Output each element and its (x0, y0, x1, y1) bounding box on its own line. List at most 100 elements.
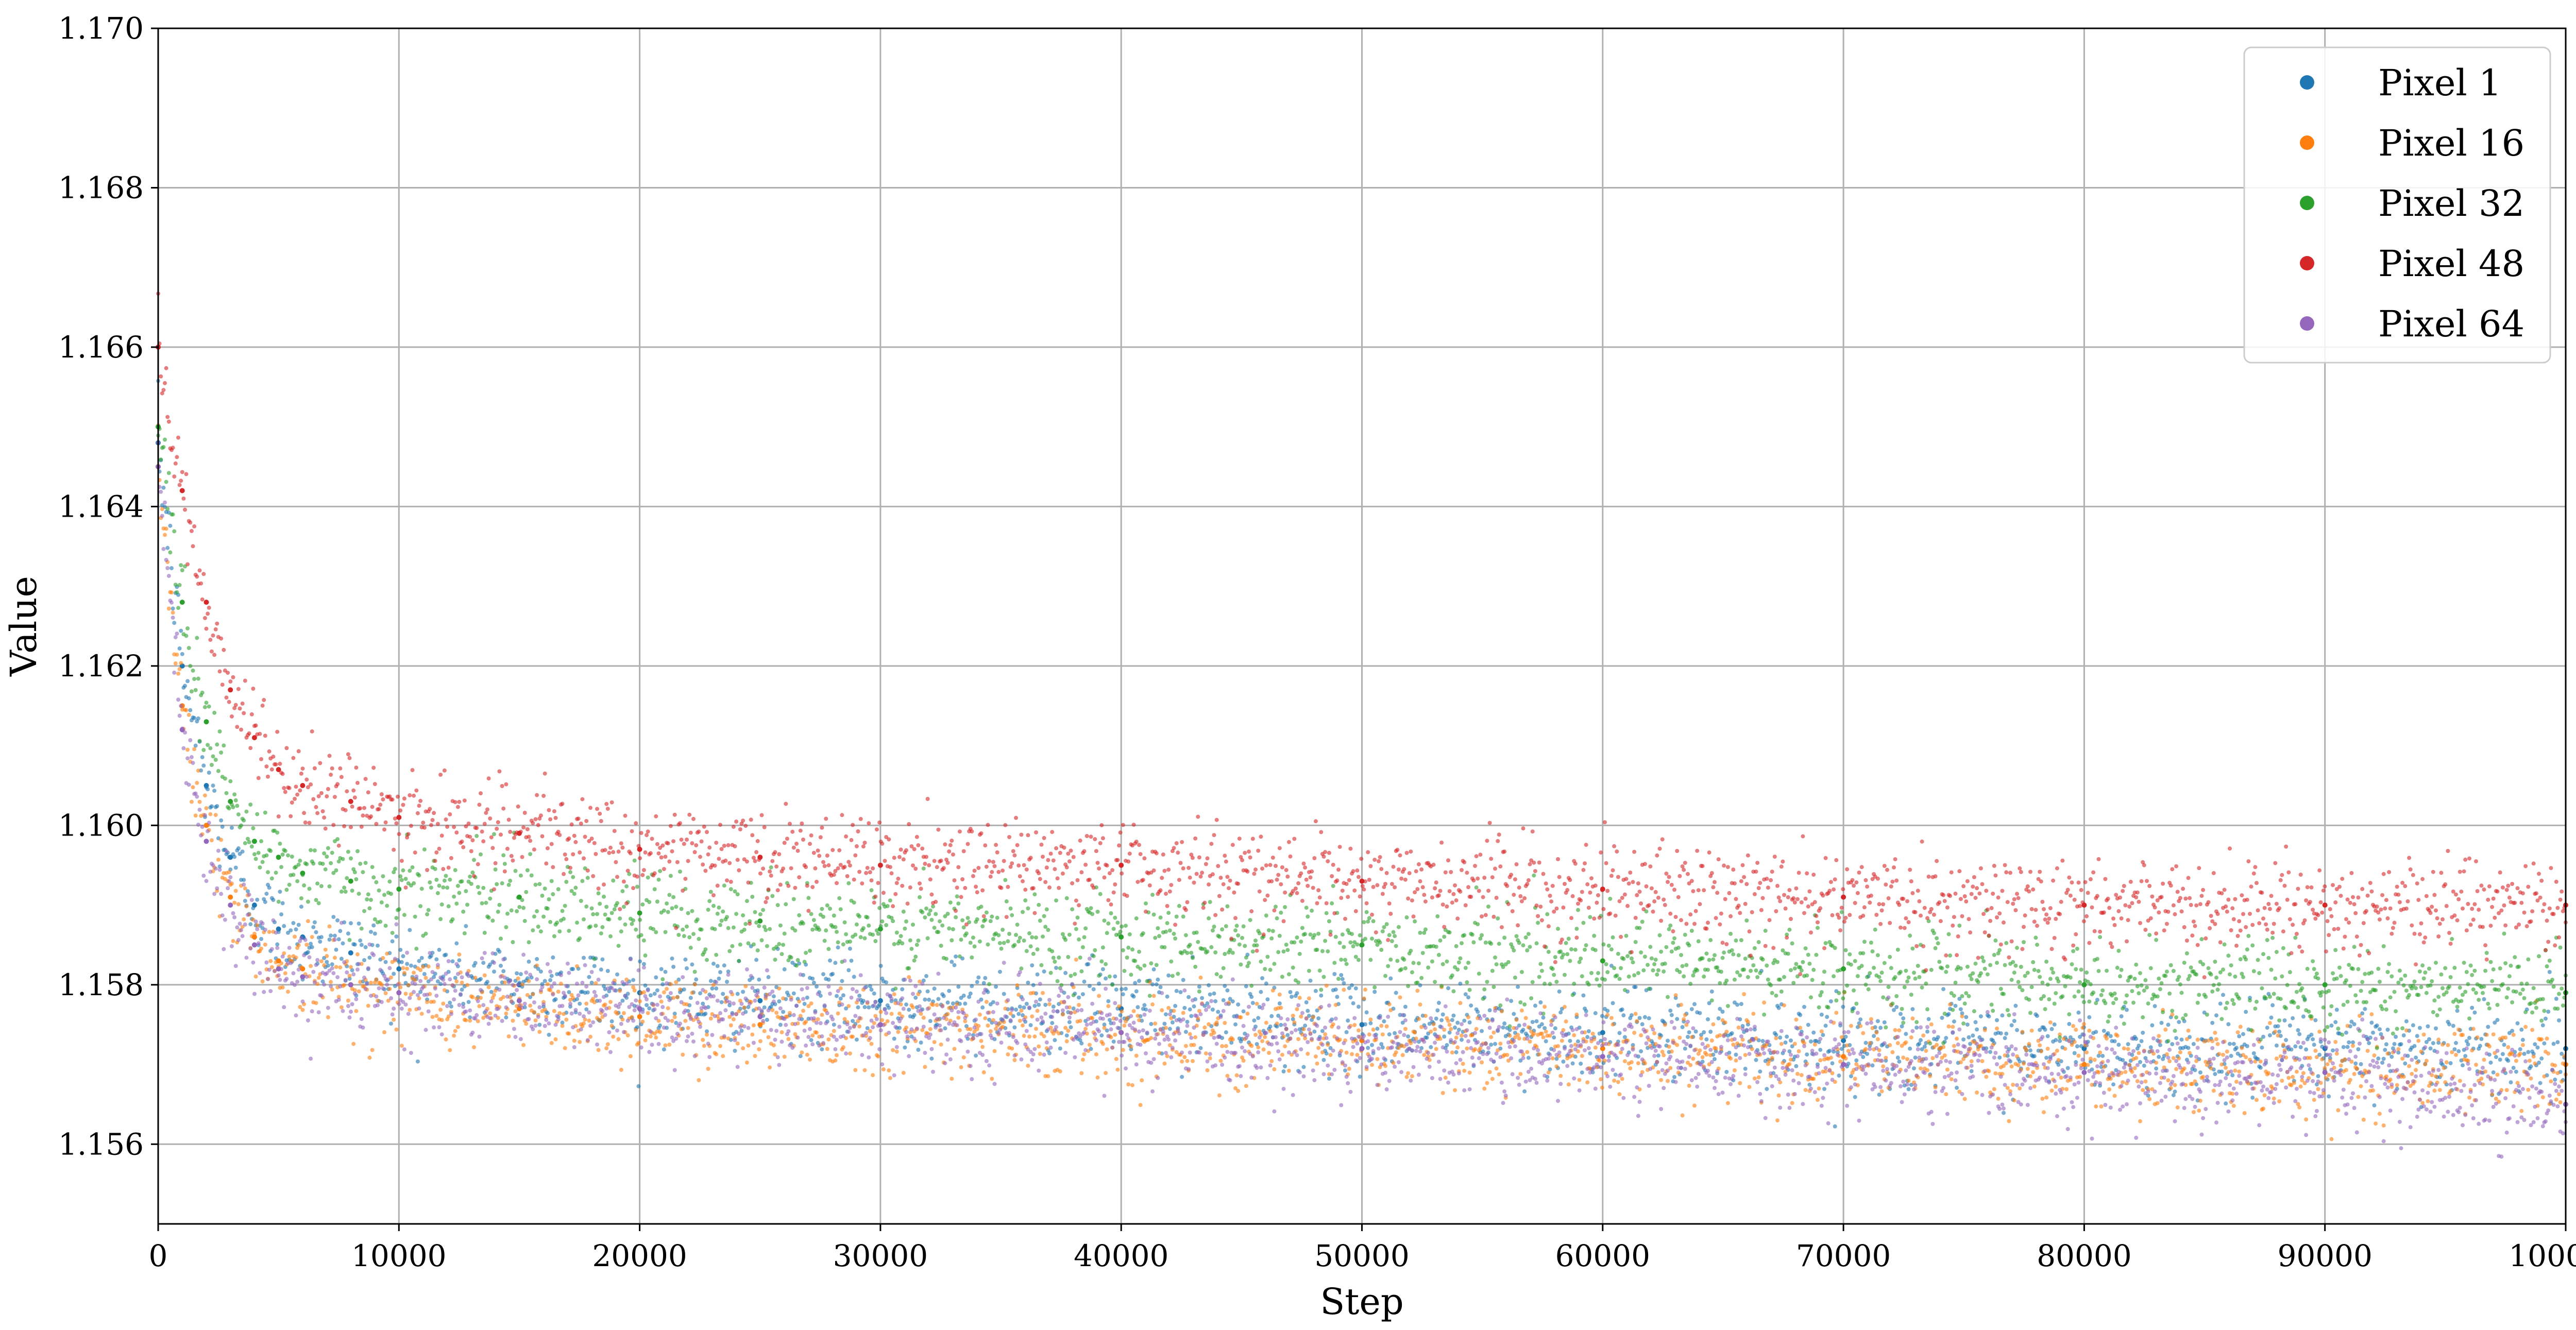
data-point (490, 918, 495, 923)
data-point (175, 652, 179, 657)
data-point (1642, 1061, 1647, 1066)
data-point (1030, 1014, 1035, 1019)
data-point (2198, 1098, 2202, 1103)
data-point (1037, 902, 1041, 907)
data-point (1181, 914, 1185, 919)
data-point (2510, 1029, 2515, 1033)
data-point (1137, 1018, 1141, 1022)
data-point (1370, 1043, 1374, 1047)
data-point (1870, 1063, 1875, 1068)
data-point (741, 1046, 745, 1051)
data-point (1917, 1042, 1922, 1046)
data-point (2455, 1009, 2460, 1013)
data-point (1533, 1003, 1537, 1008)
data-point (1388, 1008, 1393, 1013)
data-point (1683, 1046, 1687, 1051)
data-point (1409, 1041, 1413, 1046)
data-point (248, 922, 253, 927)
data-point (2514, 1059, 2518, 1063)
data-point (236, 902, 241, 907)
data-point (1100, 1042, 1105, 1046)
data-point (287, 882, 292, 887)
data-point (2076, 1010, 2081, 1015)
data-point (623, 922, 628, 927)
data-point (833, 1058, 838, 1063)
data-point (2058, 1038, 2062, 1043)
data-point (977, 939, 982, 944)
data-point (2138, 1119, 2142, 1123)
data-point (730, 944, 735, 948)
data-point (788, 1011, 792, 1015)
data-point (1340, 932, 1345, 937)
data-point (1357, 1004, 1361, 1009)
data-point (1953, 1003, 1958, 1008)
data-point (980, 1005, 985, 1010)
data-point (1054, 898, 1058, 903)
data-point (1167, 928, 1172, 933)
data-point (187, 712, 191, 717)
data-point (1998, 1031, 2003, 1036)
data-point (2410, 1071, 2414, 1076)
data-point (1971, 1033, 1975, 1038)
data-point (869, 888, 874, 893)
data-point (1409, 948, 1413, 953)
data-point (726, 926, 731, 930)
data-point (266, 870, 270, 875)
data-point (670, 1019, 674, 1023)
data-point (247, 840, 251, 844)
data-point (486, 985, 491, 990)
data-point (1153, 1028, 1158, 1033)
data-point (163, 533, 167, 537)
data-point (1225, 988, 1230, 993)
data-point (2009, 1064, 2014, 1069)
data-point (330, 962, 334, 967)
data-point (1648, 945, 1653, 949)
data-point (618, 916, 622, 921)
data-point (547, 897, 551, 901)
data-point (615, 972, 619, 977)
data-point (925, 936, 930, 941)
data-point (2361, 1117, 2366, 1122)
data-point (2217, 1052, 2222, 1056)
data-point (1106, 921, 1111, 926)
data-point (2099, 1104, 2104, 1109)
data-point (1156, 926, 1160, 930)
data-point (924, 906, 928, 911)
data-point (1852, 988, 1856, 993)
data-point (921, 978, 926, 983)
data-point (844, 1006, 849, 1011)
data-point (2166, 1078, 2171, 1083)
data-point (873, 939, 878, 943)
data-point (2360, 1074, 2365, 1078)
data-point (1811, 1077, 1816, 1081)
data-point (1762, 1012, 1767, 1017)
data-point (172, 621, 177, 625)
data-point (2426, 1099, 2430, 1103)
data-point (159, 457, 163, 462)
data-point (2400, 1056, 2405, 1061)
data-point (2456, 1049, 2461, 1053)
data-point (873, 1014, 878, 1018)
data-point (259, 839, 263, 844)
data-point (1849, 1074, 1853, 1079)
data-point (278, 890, 282, 894)
data-point (320, 862, 325, 866)
data-point (2371, 1030, 2375, 1035)
data-point (1787, 927, 1792, 932)
data-point (243, 898, 247, 903)
data-point (322, 963, 327, 967)
data-point (1486, 1018, 1490, 1023)
data-point (861, 999, 866, 1003)
data-point (1613, 1072, 1618, 1077)
data-point (306, 899, 310, 904)
data-point (1277, 933, 1282, 938)
data-point (1724, 1030, 1729, 1034)
data-point (1225, 1073, 1230, 1078)
data-point (2488, 1060, 2493, 1065)
data-point (636, 1084, 641, 1088)
data-point (1688, 1063, 1693, 1067)
data-point (2381, 1056, 2386, 1061)
data-point (754, 958, 759, 962)
data-point (1782, 975, 1786, 979)
data-point (2270, 1003, 2275, 1008)
